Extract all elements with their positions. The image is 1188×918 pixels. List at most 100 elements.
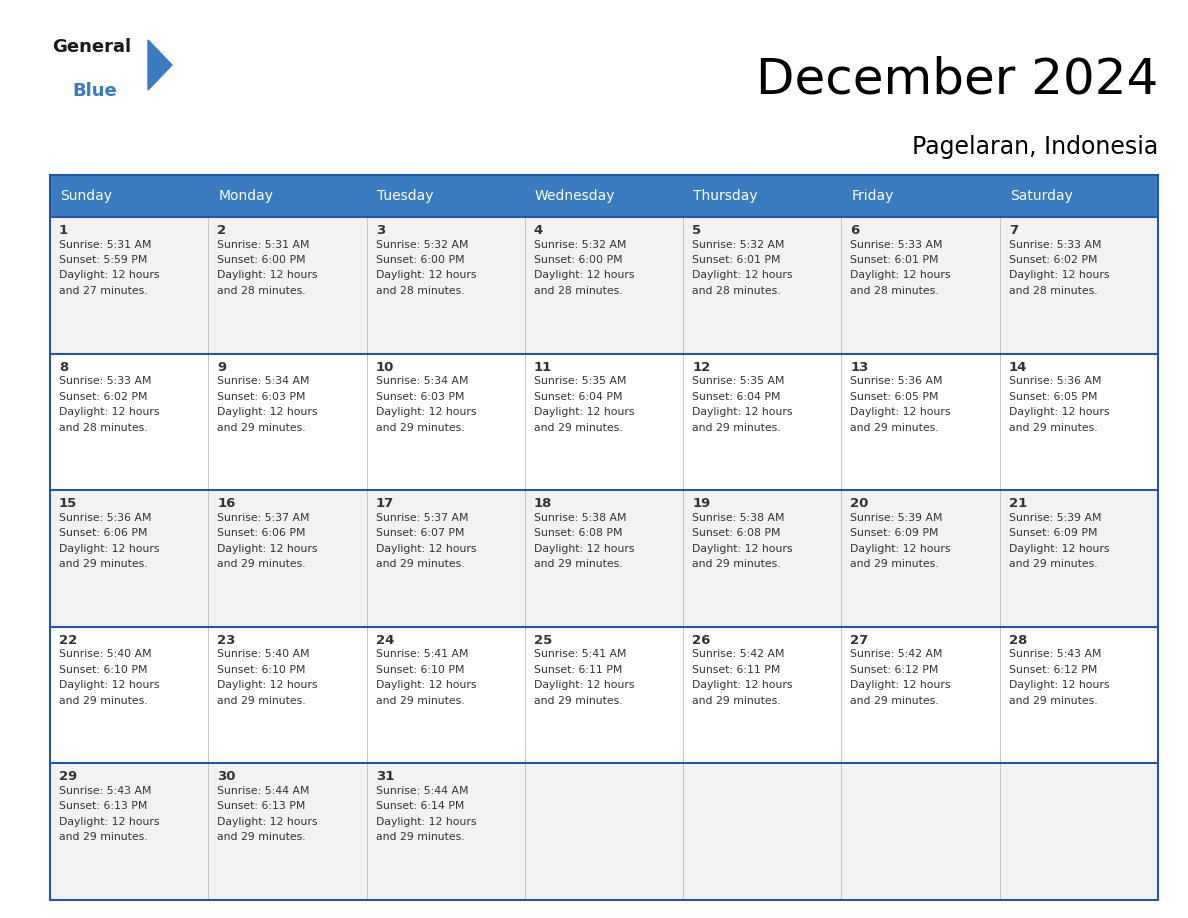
Text: and 29 minutes.: and 29 minutes. [533, 422, 623, 432]
Text: Daylight: 12 hours: Daylight: 12 hours [217, 407, 317, 417]
Text: 9: 9 [217, 361, 227, 374]
Text: and 29 minutes.: and 29 minutes. [217, 559, 307, 569]
Text: Daylight: 12 hours: Daylight: 12 hours [375, 543, 476, 554]
Text: Sunset: 6:01 PM: Sunset: 6:01 PM [693, 255, 781, 265]
Text: 1: 1 [59, 224, 68, 237]
Text: Daylight: 12 hours: Daylight: 12 hours [375, 271, 476, 281]
Bar [1000, 217, 1158, 353]
Text: Sunrise: 5:33 AM: Sunrise: 5:33 AM [59, 376, 152, 386]
Text: and 28 minutes.: and 28 minutes. [693, 286, 781, 296]
Text: and 28 minutes.: and 28 minutes. [375, 286, 465, 296]
Text: Daylight: 12 hours: Daylight: 12 hours [1009, 407, 1110, 417]
Text: Daylight: 12 hours: Daylight: 12 hours [59, 680, 159, 690]
Bar [367, 764, 525, 900]
Bar [50, 217, 208, 353]
Text: and 29 minutes.: and 29 minutes. [1009, 422, 1098, 432]
Text: 10: 10 [375, 361, 394, 374]
Text: Daylight: 12 hours: Daylight: 12 hours [533, 680, 634, 690]
Text: Sunset: 6:05 PM: Sunset: 6:05 PM [851, 392, 939, 401]
Text: and 29 minutes.: and 29 minutes. [375, 833, 465, 843]
Text: Friday: Friday [852, 189, 893, 203]
Text: 17: 17 [375, 498, 393, 510]
Bar [208, 627, 367, 764]
Text: and 28 minutes.: and 28 minutes. [533, 286, 623, 296]
Text: Sunrise: 5:44 AM: Sunrise: 5:44 AM [217, 786, 310, 796]
Text: Sunday: Sunday [61, 189, 112, 203]
Text: 19: 19 [693, 498, 710, 510]
Text: Sunrise: 5:32 AM: Sunrise: 5:32 AM [533, 240, 626, 250]
Text: and 28 minutes.: and 28 minutes. [59, 422, 147, 432]
Bar [683, 627, 841, 764]
Text: Sunrise: 5:36 AM: Sunrise: 5:36 AM [59, 512, 152, 522]
Text: Sunset: 6:10 PM: Sunset: 6:10 PM [375, 665, 465, 675]
Text: Tuesday: Tuesday [377, 189, 434, 203]
Text: Sunrise: 5:43 AM: Sunrise: 5:43 AM [1009, 649, 1101, 659]
Text: 15: 15 [59, 498, 77, 510]
Text: and 29 minutes.: and 29 minutes. [375, 559, 465, 569]
Text: 6: 6 [851, 224, 860, 237]
Bar [841, 490, 1000, 627]
Text: Sunrise: 5:43 AM: Sunrise: 5:43 AM [59, 786, 152, 796]
Bar [1000, 490, 1158, 627]
Bar [1000, 764, 1158, 900]
Text: Daylight: 12 hours: Daylight: 12 hours [693, 407, 792, 417]
Text: and 28 minutes.: and 28 minutes. [217, 286, 307, 296]
Bar [367, 490, 525, 627]
Text: and 27 minutes.: and 27 minutes. [59, 286, 147, 296]
Text: Sunrise: 5:31 AM: Sunrise: 5:31 AM [59, 240, 152, 250]
Text: Daylight: 12 hours: Daylight: 12 hours [851, 407, 950, 417]
Text: Sunset: 6:07 PM: Sunset: 6:07 PM [375, 528, 465, 538]
Text: Sunset: 6:12 PM: Sunset: 6:12 PM [1009, 665, 1097, 675]
Text: Sunrise: 5:42 AM: Sunrise: 5:42 AM [851, 649, 943, 659]
Bar [683, 764, 841, 900]
Text: Sunrise: 5:40 AM: Sunrise: 5:40 AM [59, 649, 152, 659]
Text: 30: 30 [217, 770, 235, 783]
Bar [841, 353, 1000, 490]
Bar [208, 353, 367, 490]
Text: Sunrise: 5:32 AM: Sunrise: 5:32 AM [693, 240, 784, 250]
Text: 7: 7 [1009, 224, 1018, 237]
Bar [1000, 627, 1158, 764]
Bar [50, 764, 208, 900]
Text: 22: 22 [59, 633, 77, 647]
Text: 27: 27 [851, 633, 868, 647]
Text: Sunset: 6:00 PM: Sunset: 6:00 PM [533, 255, 623, 265]
Text: Daylight: 12 hours: Daylight: 12 hours [851, 271, 950, 281]
Text: 3: 3 [375, 224, 385, 237]
Bar [208, 217, 367, 353]
Text: 14: 14 [1009, 361, 1028, 374]
Text: and 29 minutes.: and 29 minutes. [217, 833, 307, 843]
Text: Sunset: 6:11 PM: Sunset: 6:11 PM [533, 665, 623, 675]
Bar [208, 175, 367, 217]
Bar [367, 627, 525, 764]
Text: 13: 13 [851, 361, 868, 374]
Text: Sunrise: 5:38 AM: Sunrise: 5:38 AM [693, 512, 784, 522]
Text: 28: 28 [1009, 633, 1028, 647]
Text: Daylight: 12 hours: Daylight: 12 hours [375, 680, 476, 690]
Bar [525, 627, 683, 764]
Text: 29: 29 [59, 770, 77, 783]
Text: Sunrise: 5:40 AM: Sunrise: 5:40 AM [217, 649, 310, 659]
Text: and 29 minutes.: and 29 minutes. [59, 696, 147, 706]
Text: Pagelaran, Indonesia: Pagelaran, Indonesia [911, 135, 1158, 159]
Text: Sunrise: 5:38 AM: Sunrise: 5:38 AM [533, 512, 626, 522]
Text: Sunrise: 5:33 AM: Sunrise: 5:33 AM [851, 240, 943, 250]
Text: Sunset: 6:05 PM: Sunset: 6:05 PM [1009, 392, 1098, 401]
Text: Daylight: 12 hours: Daylight: 12 hours [533, 271, 634, 281]
Text: Sunrise: 5:32 AM: Sunrise: 5:32 AM [375, 240, 468, 250]
Text: Daylight: 12 hours: Daylight: 12 hours [59, 817, 159, 827]
Text: 5: 5 [693, 224, 701, 237]
Polygon shape [148, 40, 172, 90]
Text: Daylight: 12 hours: Daylight: 12 hours [59, 407, 159, 417]
Text: Sunset: 6:02 PM: Sunset: 6:02 PM [59, 392, 147, 401]
Text: Sunrise: 5:33 AM: Sunrise: 5:33 AM [1009, 240, 1101, 250]
Text: Sunset: 6:06 PM: Sunset: 6:06 PM [59, 528, 147, 538]
Text: 24: 24 [375, 633, 394, 647]
Text: Wednesday: Wednesday [535, 189, 615, 203]
Text: and 28 minutes.: and 28 minutes. [1009, 286, 1098, 296]
Text: Sunrise: 5:35 AM: Sunrise: 5:35 AM [693, 376, 784, 386]
Text: Daylight: 12 hours: Daylight: 12 hours [217, 543, 317, 554]
Bar [683, 490, 841, 627]
Text: Sunset: 6:08 PM: Sunset: 6:08 PM [533, 528, 623, 538]
Text: Sunset: 6:12 PM: Sunset: 6:12 PM [851, 665, 939, 675]
